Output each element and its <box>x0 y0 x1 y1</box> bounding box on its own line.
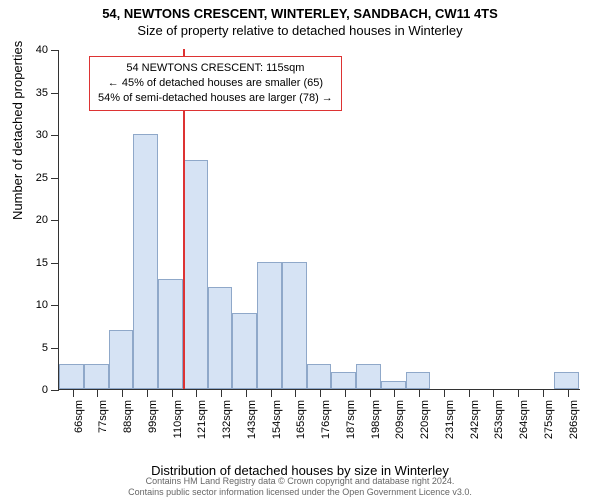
histogram-bar <box>109 330 134 390</box>
histogram-bar <box>232 313 257 390</box>
y-tick <box>51 263 59 264</box>
x-tick-label: 88sqm <box>122 400 134 440</box>
histogram-bar <box>257 262 282 390</box>
y-tick <box>51 135 59 136</box>
x-tick-label: 187sqm <box>345 400 357 440</box>
y-tick-label: 20 <box>36 214 48 226</box>
x-tick-label: 253sqm <box>493 400 505 440</box>
x-tick-label: 275sqm <box>543 400 555 440</box>
x-tick <box>370 389 371 397</box>
x-tick <box>196 389 197 397</box>
callout-line: ← 45% of detached houses are smaller (65… <box>98 76 333 91</box>
footer-line-2: Contains public sector information licen… <box>0 487 600 498</box>
x-tick <box>320 389 321 397</box>
x-tick <box>543 389 544 397</box>
x-tick <box>122 389 123 397</box>
histogram-bar <box>381 381 406 390</box>
callout-line: 54 NEWTONS CRESCENT: 115sqm <box>98 61 333 76</box>
x-tick-label: 99sqm <box>147 400 159 440</box>
histogram-bar <box>158 279 183 390</box>
x-tick-label: 154sqm <box>271 400 283 440</box>
x-tick <box>345 389 346 397</box>
x-tick <box>419 389 420 397</box>
histogram-bar <box>133 134 158 389</box>
y-tick-label: 10 <box>36 299 48 311</box>
y-tick-label: 15 <box>36 257 48 269</box>
title-line-2: Size of property relative to detached ho… <box>0 21 600 38</box>
x-tick-label: 121sqm <box>196 400 208 440</box>
histogram-bar <box>59 364 84 390</box>
y-tick-label: 35 <box>36 87 48 99</box>
title-line-1: 54, NEWTONS CRESCENT, WINTERLEY, SANDBAC… <box>0 0 600 21</box>
chart-container: 54, NEWTONS CRESCENT, WINTERLEY, SANDBAC… <box>0 0 600 500</box>
x-tick-label: 286sqm <box>568 400 580 440</box>
histogram-bar <box>282 262 307 390</box>
x-tick <box>493 389 494 397</box>
y-tick-label: 25 <box>36 172 48 184</box>
x-tick-label: 176sqm <box>320 400 332 440</box>
x-tick-label: 209sqm <box>394 400 406 440</box>
chart-area: 66sqm77sqm88sqm99sqm110sqm121sqm132sqm14… <box>58 50 580 420</box>
x-tick <box>518 389 519 397</box>
histogram-bar <box>307 364 332 390</box>
plot-area: 66sqm77sqm88sqm99sqm110sqm121sqm132sqm14… <box>58 50 580 390</box>
y-tick <box>51 390 59 391</box>
x-tick <box>172 389 173 397</box>
x-tick-label: 132sqm <box>221 400 233 440</box>
x-tick <box>221 389 222 397</box>
x-tick-label: 110sqm <box>172 400 184 440</box>
histogram-bar <box>84 364 109 390</box>
x-tick-label: 242sqm <box>469 400 481 440</box>
x-tick-label: 165sqm <box>295 400 307 440</box>
y-tick <box>51 50 59 51</box>
callout-line: 54% of semi-detached houses are larger (… <box>98 91 333 106</box>
y-tick <box>51 220 59 221</box>
x-tick-label: 220sqm <box>419 400 431 440</box>
y-tick <box>51 93 59 94</box>
x-tick <box>97 389 98 397</box>
x-tick <box>469 389 470 397</box>
histogram-bar <box>554 372 579 389</box>
x-tick-label: 198sqm <box>370 400 382 440</box>
x-tick <box>271 389 272 397</box>
y-tick <box>51 348 59 349</box>
y-tick-label: 40 <box>36 44 48 56</box>
x-tick-label: 77sqm <box>97 400 109 440</box>
x-tick-label: 231sqm <box>444 400 456 440</box>
histogram-bar <box>183 160 208 390</box>
x-tick <box>295 389 296 397</box>
histogram-bar <box>356 364 381 390</box>
x-tick-label: 66sqm <box>73 400 85 440</box>
y-axis-label: Number of detached properties <box>10 41 25 220</box>
y-tick <box>51 178 59 179</box>
x-tick <box>246 389 247 397</box>
x-tick-label: 143sqm <box>246 400 258 440</box>
x-tick <box>73 389 74 397</box>
x-tick <box>568 389 569 397</box>
histogram-bar <box>208 287 233 389</box>
y-tick-label: 5 <box>42 342 48 354</box>
histogram-bar <box>331 372 356 389</box>
y-tick <box>51 305 59 306</box>
x-tick-label: 264sqm <box>518 400 530 440</box>
x-tick <box>444 389 445 397</box>
x-tick <box>147 389 148 397</box>
footer-text: Contains HM Land Registry data © Crown c… <box>0 476 600 498</box>
y-tick-label: 30 <box>36 129 48 141</box>
footer-line-1: Contains HM Land Registry data © Crown c… <box>0 476 600 487</box>
x-tick <box>394 389 395 397</box>
histogram-bar <box>406 372 431 389</box>
y-tick-label: 0 <box>42 384 48 396</box>
callout-box: 54 NEWTONS CRESCENT: 115sqm← 45% of deta… <box>89 56 342 111</box>
